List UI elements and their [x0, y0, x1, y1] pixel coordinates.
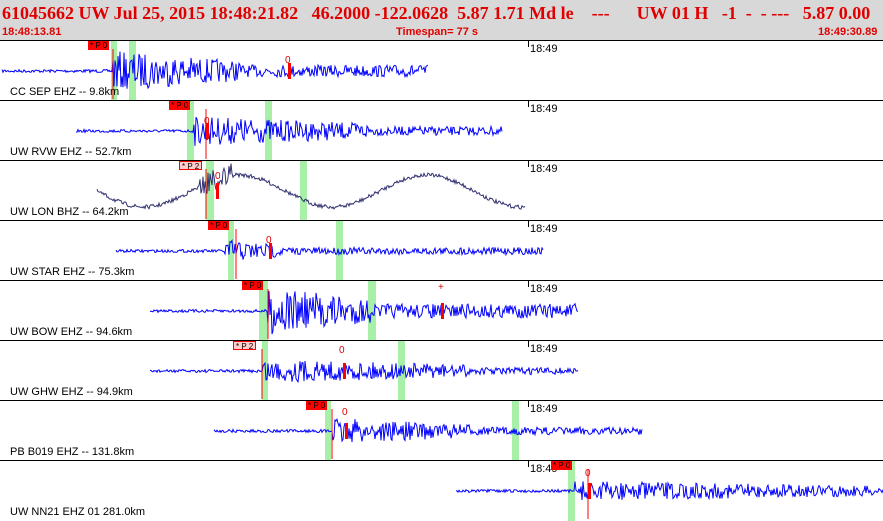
phase-pick[interactable]: * P 0	[551, 461, 573, 470]
waveform	[1, 41, 429, 101]
minute-label: 18:49	[530, 463, 558, 475]
channel-label: PB B019 EHZ -- 131.8km	[10, 446, 135, 458]
channel-panel[interactable]: 18:49 * P 2 0 UW GHW EHZ -- 94.9km	[0, 340, 883, 401]
channel-label: UW BOW EHZ -- 94.6km	[10, 326, 133, 338]
minute-label: 18:49	[530, 343, 558, 355]
amplitude-marker	[216, 183, 219, 199]
phase-pick[interactable]: * P 2	[233, 341, 257, 351]
minute-label: 18:49	[530, 43, 558, 55]
channel-label: UW STAR EHZ -- 75.3km	[10, 266, 135, 278]
amplitude-marker	[345, 423, 348, 439]
green-window	[228, 221, 234, 281]
amplitude-marker	[441, 303, 444, 319]
seismic-trace	[455, 480, 883, 501]
channel-label: CC SEP EHZ -- 9.8km	[10, 86, 120, 98]
amplitude-pick[interactable]: 0	[339, 345, 345, 356]
green-window	[336, 221, 343, 281]
amplitude-pick[interactable]: 0	[285, 55, 291, 66]
seismic-trace	[75, 116, 503, 146]
minute-label: 18:49	[530, 223, 558, 235]
minute-tick	[528, 161, 529, 167]
amplitude-pick[interactable]: +	[438, 282, 444, 293]
green-window	[300, 161, 307, 221]
amplitude-marker	[343, 363, 346, 379]
seismic-trace	[149, 291, 579, 335]
phase-pick[interactable]: * P 0	[169, 101, 191, 110]
minute-label: 18:49	[530, 283, 558, 295]
minute-label: 18:49	[530, 103, 558, 115]
channel-panel[interactable]: 18:49 * P 0 0 UW NN21 EHZ 01 281.0km	[0, 460, 883, 521]
channel-panel[interactable]: 18:49 * P 0 0 CC SEP EHZ -- 9.8km	[0, 40, 883, 101]
channel-label: UW RVW EHZ -- 52.7km	[10, 146, 132, 158]
minute-tick	[528, 341, 529, 347]
minute-label: 18:49	[530, 403, 558, 415]
channel-panel[interactable]: 18:49 * P 0 0 PB B019 EHZ -- 131.8km	[0, 400, 883, 461]
waveform	[96, 161, 526, 221]
waveform	[150, 341, 579, 401]
end-time: 18:49:30.89	[818, 26, 878, 38]
green-window	[265, 101, 272, 161]
green-window	[368, 281, 376, 341]
amplitude-pick[interactable]: 0	[585, 468, 591, 479]
waveform	[455, 461, 883, 521]
amplitude-pick[interactable]: 0	[266, 235, 272, 246]
amplitude-marker	[269, 243, 272, 259]
channel-panel[interactable]: 18:49 * P 0 0 UW RVW EHZ -- 52.7km	[0, 100, 883, 161]
event-summary: 61045662 UW Jul 25, 2015 18:48:21.82 46.…	[2, 3, 871, 23]
minute-tick	[528, 101, 529, 107]
channel-label: UW GHW EHZ -- 94.9km	[10, 386, 133, 398]
minute-label: 18:49	[530, 163, 558, 175]
waveform	[213, 401, 643, 461]
minute-tick	[528, 41, 529, 47]
timespan: Timespan= 77 s	[396, 26, 479, 38]
channel-panel[interactable]: 18:49 * P 0 0 UW STAR EHZ -- 75.3km	[0, 220, 883, 281]
seismic-trace	[96, 163, 526, 210]
seismic-trace	[150, 360, 579, 384]
phase-pick[interactable]: * P 0	[306, 401, 328, 410]
minute-tick	[528, 401, 529, 407]
green-window	[187, 101, 194, 161]
amplitude-marker	[588, 483, 591, 499]
phase-pick[interactable]: * P 2	[179, 161, 203, 171]
event-header: 61045662 UW Jul 25, 2015 18:48:21.82 46.…	[0, 0, 883, 41]
amplitude-pick[interactable]: 0	[342, 407, 348, 418]
green-window	[325, 401, 331, 461]
channel-label: UW LON BHZ -- 64.2km	[10, 206, 129, 218]
amplitude-pick[interactable]: 0	[204, 116, 210, 127]
minute-tick	[528, 221, 529, 227]
start-time: 18:48:13.81	[2, 26, 62, 38]
seismogram-panels: 18:49 * P 0 0 CC SEP EHZ -- 9.8km 18:49 …	[0, 40, 883, 521]
channel-panel[interactable]: 18:49 * P 0 + UW BOW EHZ -- 94.6km	[0, 280, 883, 341]
phase-pick[interactable]: * P 0	[88, 41, 110, 50]
phase-pick[interactable]: * P 0	[242, 281, 264, 290]
channel-label: UW NN21 EHZ 01 281.0km	[10, 506, 146, 518]
seismic-trace	[213, 418, 643, 443]
minute-tick	[528, 461, 529, 467]
seismic-trace	[115, 238, 544, 260]
amplitude-pick[interactable]: 0	[215, 171, 221, 182]
green-window	[111, 41, 117, 101]
seismic-trace	[1, 51, 429, 90]
waveform	[115, 221, 544, 281]
waveform	[75, 101, 503, 161]
amplitude-marker	[288, 63, 291, 79]
green-window	[206, 161, 214, 221]
minute-tick	[528, 281, 529, 287]
phase-pick[interactable]: * P 0	[208, 221, 230, 230]
waveform	[149, 281, 579, 341]
amplitude-marker	[206, 123, 209, 139]
channel-panel[interactable]: 18:49 * P 2 0 UW LON BHZ -- 64.2km	[0, 160, 883, 221]
